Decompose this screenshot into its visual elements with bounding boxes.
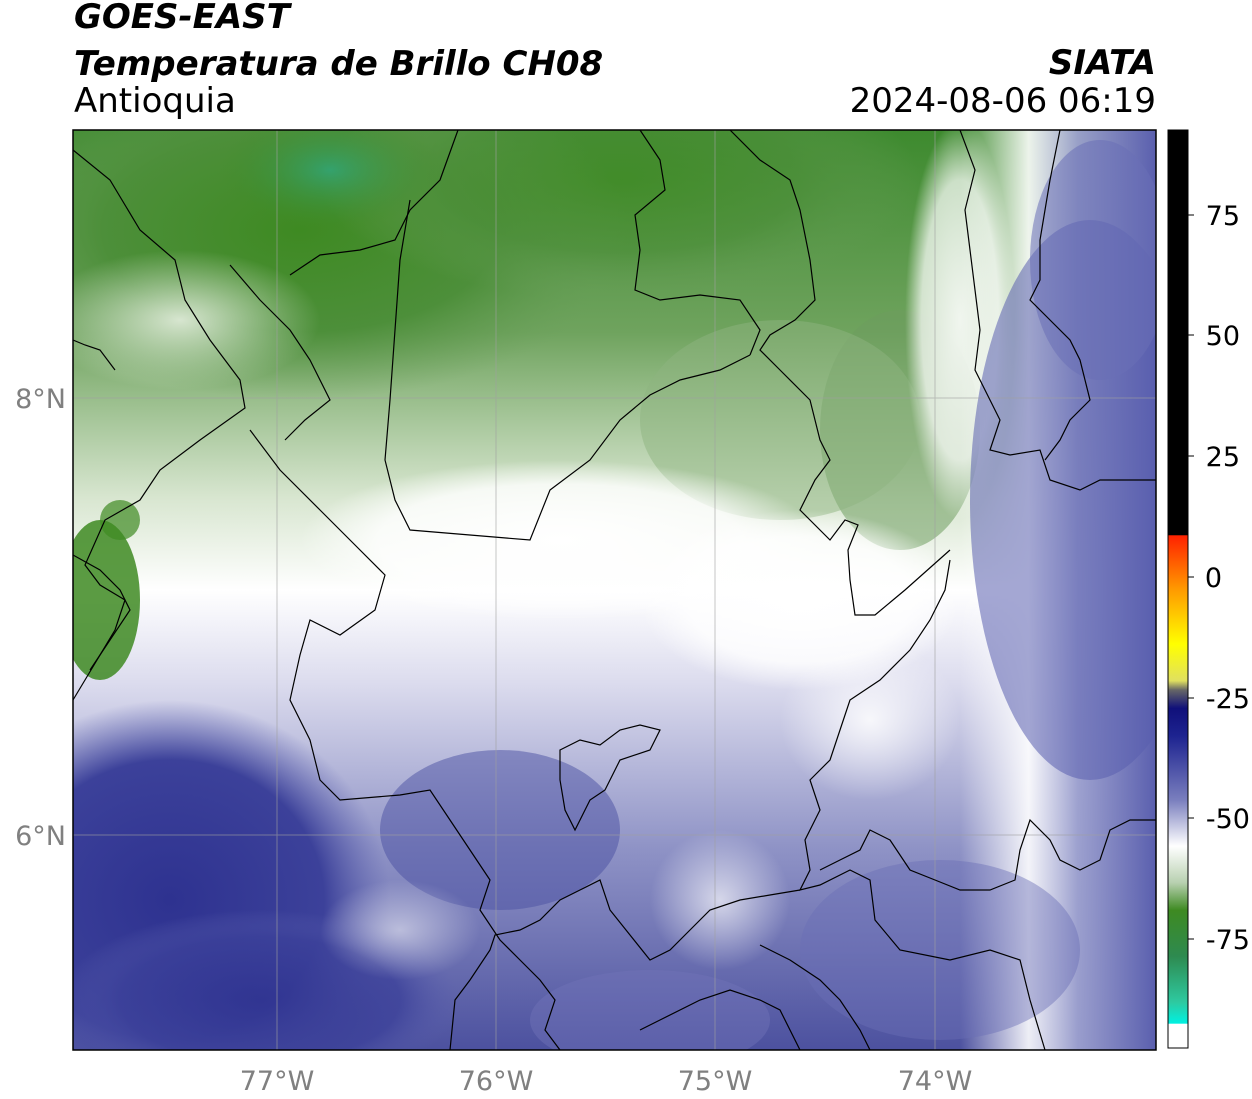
boundary-lines	[73, 130, 1156, 1050]
colorbar-gradient	[1167, 129, 1189, 1049]
colorbar-tick: -75	[1206, 925, 1250, 956]
colorbar-tick: -25	[1206, 684, 1250, 715]
timestamp: 2024-08-06 06:19	[849, 81, 1156, 121]
lon-tick-75w: 75°W	[678, 1066, 753, 1097]
colorbar-tick: 75	[1206, 201, 1240, 232]
institution-label: SIATA	[1048, 43, 1156, 83]
colorbar-tick: -50	[1206, 804, 1250, 835]
region-label: Antioquia	[74, 81, 236, 121]
satellite-title: GOES-EAST	[74, 0, 290, 37]
lat-tick-6n: 6°N	[15, 821, 66, 852]
colorbar-tick: 50	[1206, 321, 1240, 352]
lon-tick-76w: 76°W	[459, 1066, 534, 1097]
map-frame	[72, 129, 1157, 1051]
product-title: Temperatura de Brillo CH08	[74, 44, 604, 84]
colorbar-tick: 0	[1205, 563, 1222, 594]
lon-tick-77w: 77°W	[240, 1066, 315, 1097]
colorbar: 75 50 25 0 -25 -50 -75	[1167, 129, 1250, 1049]
colorbar-tick: 25	[1206, 442, 1240, 473]
lon-tick-74w: 74°W	[898, 1066, 973, 1097]
temperature-field	[73, 130, 1156, 1050]
gridlines	[73, 130, 1156, 1050]
lat-tick-8n: 8°N	[15, 384, 66, 415]
